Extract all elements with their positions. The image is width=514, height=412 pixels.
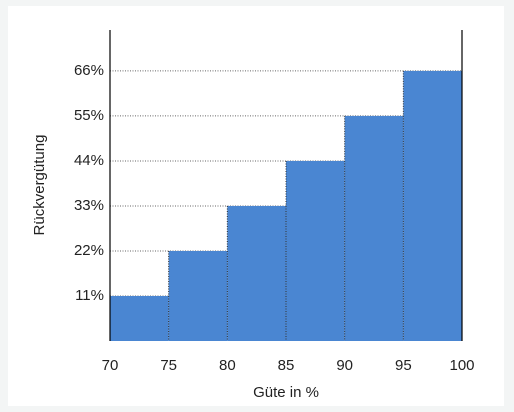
x-tick-label: 70 [102, 357, 119, 374]
x-tick-label: 80 [219, 357, 236, 374]
x-tick-label: 75 [160, 357, 177, 374]
y-tick-label: 33% [74, 197, 104, 214]
y-tick-label: 22% [74, 242, 104, 259]
bar [403, 70, 462, 341]
y-tick-label: 44% [74, 152, 104, 169]
bar [227, 205, 286, 341]
x-tick-label: 90 [336, 357, 353, 374]
bar [286, 160, 345, 341]
bar [110, 295, 169, 341]
y-tick-label: 11% [75, 287, 104, 304]
y-axis-label: Rückvergütung [31, 135, 48, 236]
x-tick-label: 95 [395, 357, 412, 374]
x-axis-label: Güte in % [253, 384, 319, 401]
y-tick-label: 66% [74, 62, 104, 79]
bar [344, 115, 404, 342]
bar [168, 250, 228, 341]
x-tick-label: 100 [449, 357, 474, 374]
y-tick-label: 55% [74, 107, 104, 124]
x-tick-label: 85 [278, 357, 295, 374]
